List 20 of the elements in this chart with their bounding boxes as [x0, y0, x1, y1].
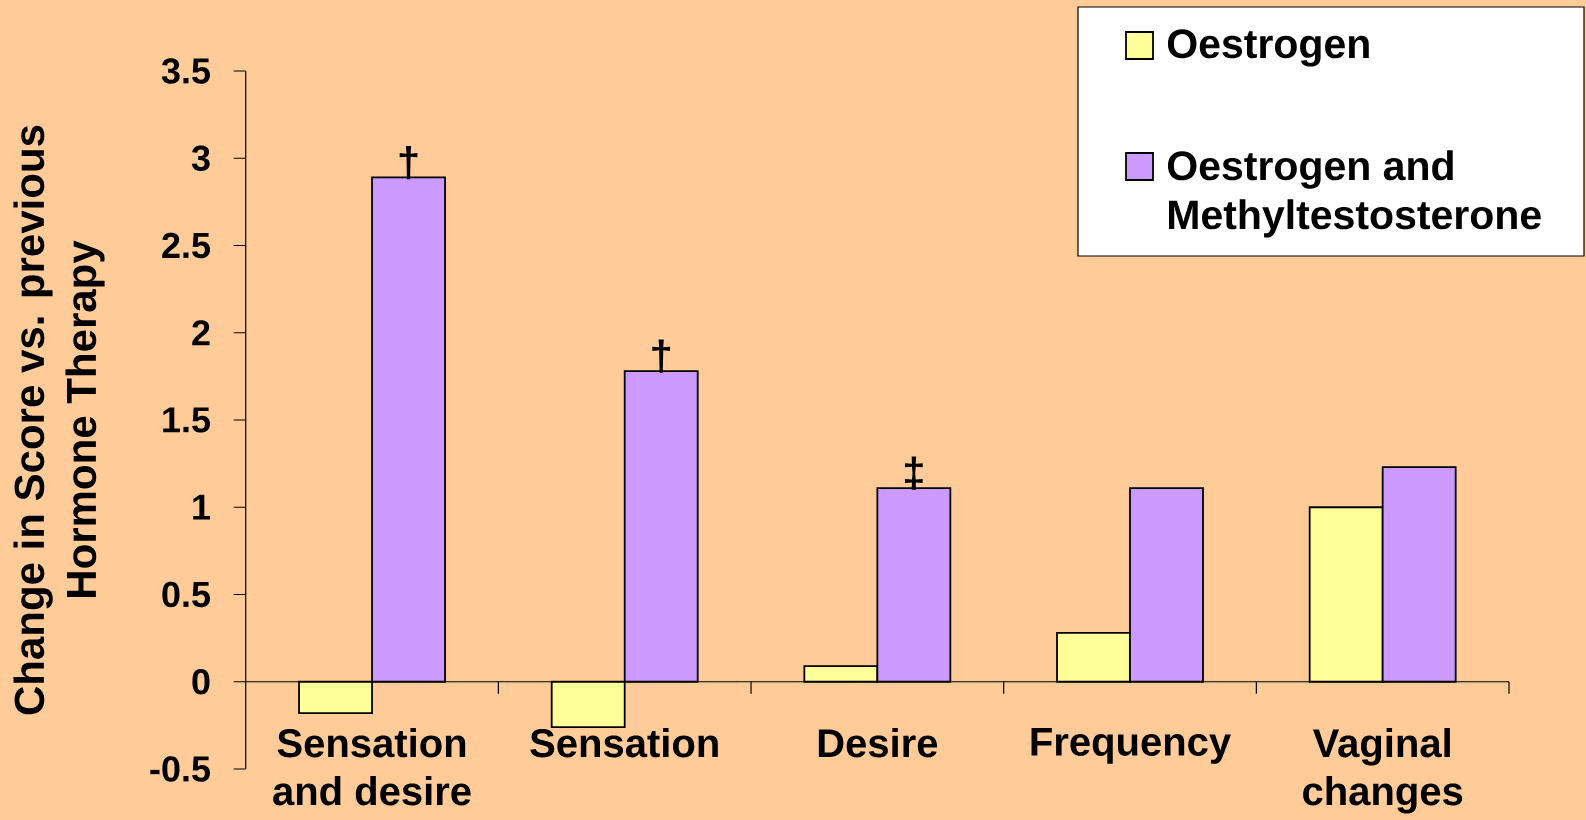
x-tick-label: Desire — [818, 728, 938, 758]
x-tick-label: Vaginal changes — [1303, 728, 1463, 814]
y-tick-label: 2.5 — [162, 232, 210, 259]
y-tick-label: 3 — [191, 145, 210, 171]
legend-label: Oestrogen and Methyltestosterone — [1167, 150, 1541, 238]
y-tick-label: 1.5 — [163, 407, 210, 433]
annotation: ‡ — [904, 456, 923, 490]
y-tick-label: 1 — [193, 494, 210, 520]
x-tick-label: Frequency — [1031, 728, 1231, 764]
x-tick-label: Sensation and desire — [273, 728, 471, 806]
y-axis-title: Change in Score vs. previous Hormone Therapy — [13, 125, 105, 715]
y-tick-label: 0 — [192, 668, 210, 695]
legend-label: Oestrogen — [1167, 29, 1369, 67]
annotation: † — [652, 339, 671, 373]
y-tick-label: 3.5 — [161, 58, 210, 84]
y-tick-label: 2 — [192, 320, 210, 346]
y-tick-label: -0.5 — [150, 756, 210, 782]
y-tick-label: 0.5 — [162, 581, 210, 608]
x-tick-label: Sensation — [530, 728, 718, 758]
annotation: † — [399, 145, 418, 180]
